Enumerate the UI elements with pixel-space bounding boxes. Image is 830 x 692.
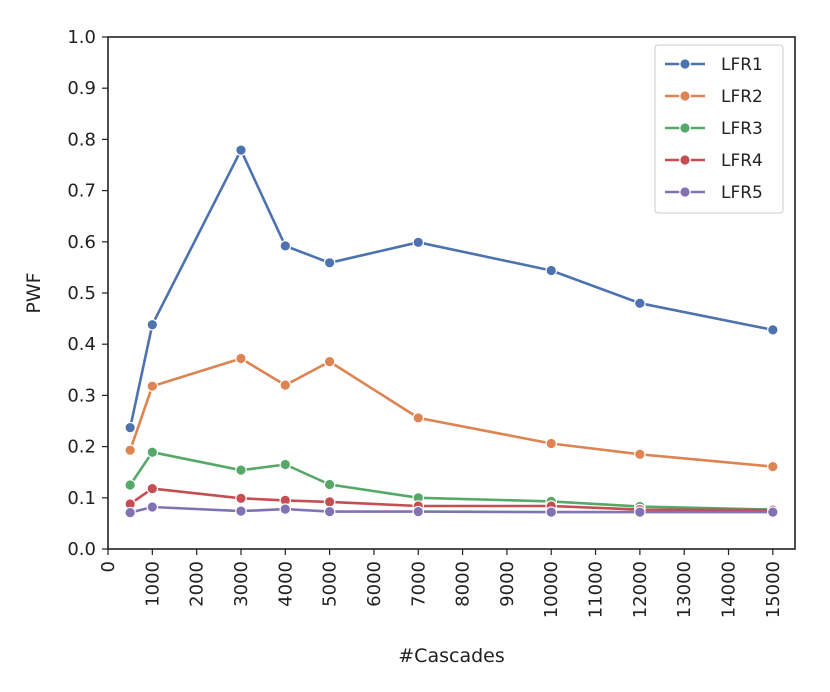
y-tick-label: 0.1 <box>67 488 96 509</box>
data-point <box>545 506 558 518</box>
x-tick-label: 14000 <box>719 561 740 618</box>
data-point <box>323 256 336 269</box>
data-point <box>634 448 646 461</box>
series-lfr5 <box>124 501 779 519</box>
data-point <box>235 492 247 505</box>
data-point <box>146 318 159 331</box>
legend-label: LFR4 <box>721 151 763 171</box>
data-point <box>767 506 779 518</box>
x-axis-ticks: 0 1000 2000 3000 4000 5000 6000 7000 8000 9000 100… <box>98 549 784 618</box>
legend-label: LFR2 <box>721 87 763 107</box>
data-point <box>235 352 247 365</box>
x-tick-label: 0 <box>98 561 119 572</box>
y-tick-label: 0.0 <box>67 539 96 560</box>
x-tick-label: 12000 <box>630 561 651 618</box>
data-point <box>545 437 558 450</box>
x-tick-label: 7000 <box>408 561 429 607</box>
series-lfr2 <box>124 352 779 473</box>
y-tick-label: 0.5 <box>67 283 96 304</box>
x-tick-label: 15000 <box>763 561 784 618</box>
x-tick-label: 11000 <box>586 561 607 618</box>
x-tick-label: 2000 <box>187 561 208 607</box>
legend-marker <box>679 154 691 166</box>
data-point <box>323 496 336 508</box>
y-tick-label: 1.0 <box>67 27 96 48</box>
data-point <box>279 240 292 252</box>
legend-item-lfr4: LFR4 <box>665 151 763 171</box>
data-point <box>235 464 247 476</box>
legend-item-lfr2: LFR2 <box>665 87 763 107</box>
x-tick-label: 6000 <box>364 561 385 607</box>
data-point <box>279 503 292 515</box>
data-point <box>235 505 247 517</box>
y-tick-label: 0.3 <box>67 385 96 406</box>
data-point <box>323 505 336 518</box>
series-lfr1 <box>124 144 779 434</box>
data-point <box>124 444 136 456</box>
legend-marker <box>679 186 691 198</box>
y-tick-label: 0.6 <box>67 232 96 253</box>
data-point <box>412 505 425 518</box>
data-point <box>279 458 292 471</box>
data-point <box>545 264 558 277</box>
y-axis-ticks: 0.0 0.1 0.2 0.3 0.4 0.5 0.6 0.7 0.8 0.9 1.0 <box>67 27 108 560</box>
data-point <box>124 421 136 434</box>
x-tick-label: 8000 <box>453 561 474 607</box>
data-point <box>235 144 247 156</box>
data-point <box>279 379 292 391</box>
x-tick-label: 9000 <box>497 561 518 607</box>
x-tick-label: 4000 <box>275 561 296 607</box>
legend-marker <box>679 90 691 102</box>
data-point <box>146 501 159 513</box>
data-point <box>146 446 159 459</box>
legend-label: LFR1 <box>721 55 763 75</box>
y-tick-label: 0.4 <box>67 334 96 355</box>
legend-item-lfr1: LFR1 <box>665 55 763 75</box>
data-point <box>323 478 336 491</box>
y-tick-label: 0.7 <box>67 181 96 202</box>
data-point <box>767 324 779 336</box>
legend-marker <box>679 58 691 70</box>
series-line <box>128 450 775 511</box>
x-tick-label: 13000 <box>674 561 695 618</box>
legend: LFR1 LFR2 LFR3 LFR4 LFR5 <box>654 44 784 214</box>
x-tick-label: 10000 <box>541 561 562 618</box>
legend-label: LFR3 <box>721 119 763 139</box>
legend-box <box>654 44 784 214</box>
data-point <box>124 506 136 519</box>
legend-marker <box>679 122 691 134</box>
data-point <box>634 506 646 518</box>
x-tick-label: 5000 <box>320 561 341 607</box>
x-tick-label: 1000 <box>142 561 163 607</box>
y-axis-label: PWF <box>23 272 45 313</box>
x-axis-label: #Cascades <box>398 645 504 667</box>
data-point <box>146 380 159 392</box>
legend-item-lfr3: LFR3 <box>665 119 763 139</box>
legend-item-lfr5: LFR5 <box>665 183 763 203</box>
data-point <box>412 236 425 249</box>
x-tick-label: 3000 <box>231 561 252 607</box>
series-layer <box>124 144 779 519</box>
data-point <box>767 460 779 473</box>
y-tick-label: 0.8 <box>67 129 96 150</box>
y-tick-label: 0.2 <box>67 437 96 458</box>
data-point <box>146 482 159 495</box>
data-point <box>124 479 136 491</box>
data-point <box>634 297 646 310</box>
data-point <box>412 412 425 424</box>
data-point <box>323 355 336 368</box>
plot-frame <box>107 36 796 550</box>
series-line <box>128 357 775 468</box>
legend-label: LFR5 <box>721 183 763 203</box>
y-tick-label: 0.9 <box>67 78 96 99</box>
